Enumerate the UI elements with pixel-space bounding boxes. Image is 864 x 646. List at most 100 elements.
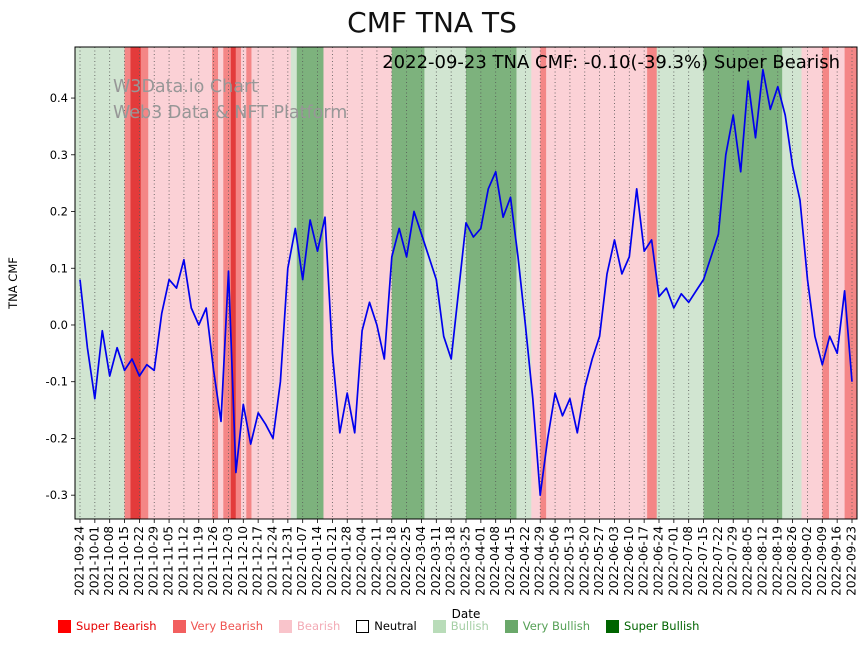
x-tick-label: 2021-10-01 bbox=[87, 526, 101, 596]
legend-swatch bbox=[356, 619, 370, 633]
legend-label: Bullish bbox=[450, 619, 489, 633]
sentiment-band-bearish bbox=[251, 47, 291, 519]
watermark-line2: Web3 Data & NFT Platform bbox=[113, 103, 348, 123]
x-tick-label: 2021-10-29 bbox=[147, 526, 161, 596]
sentiment-band-super_bearish bbox=[230, 47, 236, 519]
x-tick-label: 2022-01-07 bbox=[295, 526, 309, 596]
x-tick-label: 2022-01-21 bbox=[325, 526, 339, 596]
legend-item: Super Bearish bbox=[58, 619, 157, 633]
y-tick-label: 0.2 bbox=[50, 205, 68, 219]
chart-title: CMF TNA TS bbox=[347, 6, 517, 39]
x-tick-label: 2022-07-15 bbox=[696, 526, 710, 596]
sentiment-band-very_bearish bbox=[212, 47, 219, 519]
y-tick-label: -0.3 bbox=[46, 488, 68, 502]
sentiment-band-very_bearish bbox=[540, 47, 547, 519]
sentiment-band-very_bullish bbox=[703, 47, 783, 519]
sentiment-band-bearish bbox=[801, 47, 823, 519]
x-tick-label: 2022-04-08 bbox=[488, 526, 502, 596]
x-tick-label: 2022-08-26 bbox=[785, 526, 799, 596]
sentiment-band-very_bearish bbox=[140, 47, 149, 519]
x-tick-label: 2022-07-22 bbox=[711, 526, 725, 596]
sentiment-band-bullish bbox=[290, 47, 297, 519]
x-tick-label: 2022-09-09 bbox=[815, 526, 829, 596]
x-axis-label: Date bbox=[451, 607, 481, 621]
x-tick-label: 2022-04-29 bbox=[533, 526, 547, 596]
sentiment-band-very_bullish bbox=[391, 47, 425, 519]
sentiment-band-bullish bbox=[516, 47, 532, 519]
legend-label: Bearish bbox=[297, 619, 341, 633]
sentiment-band-very_bearish bbox=[647, 47, 657, 519]
y-tick-label: -0.2 bbox=[46, 431, 68, 445]
sentiment-band-very_bearish bbox=[124, 47, 131, 519]
x-tick-label: 2022-03-04 bbox=[414, 526, 428, 596]
legend-label: Super Bearish bbox=[76, 619, 157, 633]
x-tick-label: 2022-02-25 bbox=[399, 526, 413, 596]
x-tick-label: 2022-03-11 bbox=[429, 526, 443, 596]
x-tick-label: 2022-08-12 bbox=[755, 526, 769, 596]
x-tick-label: 2022-04-22 bbox=[518, 526, 532, 596]
sentiment-band-very_bearish bbox=[822, 47, 829, 519]
x-tick-label: 2022-04-01 bbox=[473, 526, 487, 596]
legend-label: Very Bullish bbox=[522, 619, 591, 633]
cmf-line-series bbox=[79, 68, 853, 497]
sentiment-band-very_bearish bbox=[235, 47, 242, 519]
sentiment-band-very_bearish bbox=[223, 47, 231, 519]
x-tick-label: 2022-07-08 bbox=[681, 526, 695, 596]
watermark: W3Data.io Chart Web3 Data & NFT Platform bbox=[113, 74, 347, 126]
legend-item: Very Bearish bbox=[172, 619, 264, 633]
x-tick-label: 2021-10-15 bbox=[117, 526, 131, 596]
sentiment-band-bearish bbox=[531, 47, 541, 519]
x-tick-label: 2022-08-05 bbox=[741, 526, 755, 596]
legend-swatch bbox=[432, 619, 446, 633]
x-tick-label: 2022-01-14 bbox=[310, 526, 324, 596]
x-tick-label: 2022-02-18 bbox=[384, 526, 398, 596]
x-tick-label: 2022-03-18 bbox=[444, 526, 458, 596]
x-tick-label: 2022-07-01 bbox=[666, 526, 680, 596]
legend-item: Neutral bbox=[356, 619, 417, 633]
watermark-line1: W3Data.io Chart bbox=[113, 77, 259, 97]
x-tick-label: 2021-12-24 bbox=[266, 526, 280, 596]
legend-item: Very Bullish bbox=[504, 619, 591, 633]
x-tick-label: 2022-09-16 bbox=[830, 526, 844, 596]
legend-label: Very Bearish bbox=[190, 619, 264, 633]
sentiment-band-very_bearish bbox=[246, 47, 252, 519]
legend-label: Neutral bbox=[374, 619, 417, 633]
x-tick-label: 2021-12-10 bbox=[236, 526, 250, 596]
x-tick-label: 2022-06-24 bbox=[652, 526, 666, 596]
sentiment-band-bearish bbox=[323, 47, 392, 519]
x-tick-label: 2022-06-03 bbox=[607, 526, 621, 596]
x-tick-label: 2021-11-26 bbox=[206, 526, 220, 596]
x-tick-label: 2021-12-31 bbox=[280, 526, 294, 596]
legend-item: Super Bullish bbox=[606, 619, 699, 633]
sentiment-band-bearish bbox=[218, 47, 224, 519]
x-tick-label: 2021-09-24 bbox=[73, 526, 87, 596]
x-tick-label: 2021-10-08 bbox=[102, 526, 116, 596]
x-tick-label: 2022-05-13 bbox=[562, 526, 576, 596]
x-tick-label: 2022-06-10 bbox=[622, 526, 636, 596]
legend-swatch bbox=[58, 619, 71, 633]
x-tick-label: 2022-06-17 bbox=[637, 526, 651, 596]
x-tick-label: 2021-11-05 bbox=[162, 526, 176, 596]
x-tick-label: 2022-03-25 bbox=[459, 526, 473, 596]
y-axis-label: TNA CMF bbox=[6, 257, 20, 309]
sentiment-band-very_bearish bbox=[844, 47, 857, 519]
x-tick-label: 2021-12-17 bbox=[251, 526, 265, 596]
plot-border bbox=[74, 46, 858, 520]
y-tick-label: 0.0 bbox=[50, 318, 68, 332]
x-tick-label: 2022-04-15 bbox=[503, 526, 517, 596]
sentiment-band-bearish bbox=[546, 47, 648, 519]
legend: Super Bearish Very Bearish Bearish Neutral B… bbox=[58, 619, 699, 633]
latest-value-annotation: 2022-09-23 TNA CMF: -0.10(-39.3%) Super … bbox=[382, 52, 840, 73]
x-tick-label: 2022-02-04 bbox=[355, 526, 369, 596]
x-tick-label: 2021-11-19 bbox=[191, 526, 205, 596]
legend-item: Bullish bbox=[432, 619, 489, 633]
x-tick-label: 2022-09-02 bbox=[800, 526, 814, 596]
x-tick-label: 2021-11-12 bbox=[176, 526, 190, 596]
x-tick-label: 2021-12-03 bbox=[221, 526, 235, 596]
sentiment-band-bearish bbox=[148, 47, 213, 519]
x-tick-label: 2022-08-19 bbox=[770, 526, 784, 596]
x-tick-label: 2022-02-11 bbox=[369, 526, 383, 596]
legend-swatch bbox=[172, 619, 186, 633]
sentiment-band-very_bullish bbox=[466, 47, 517, 519]
